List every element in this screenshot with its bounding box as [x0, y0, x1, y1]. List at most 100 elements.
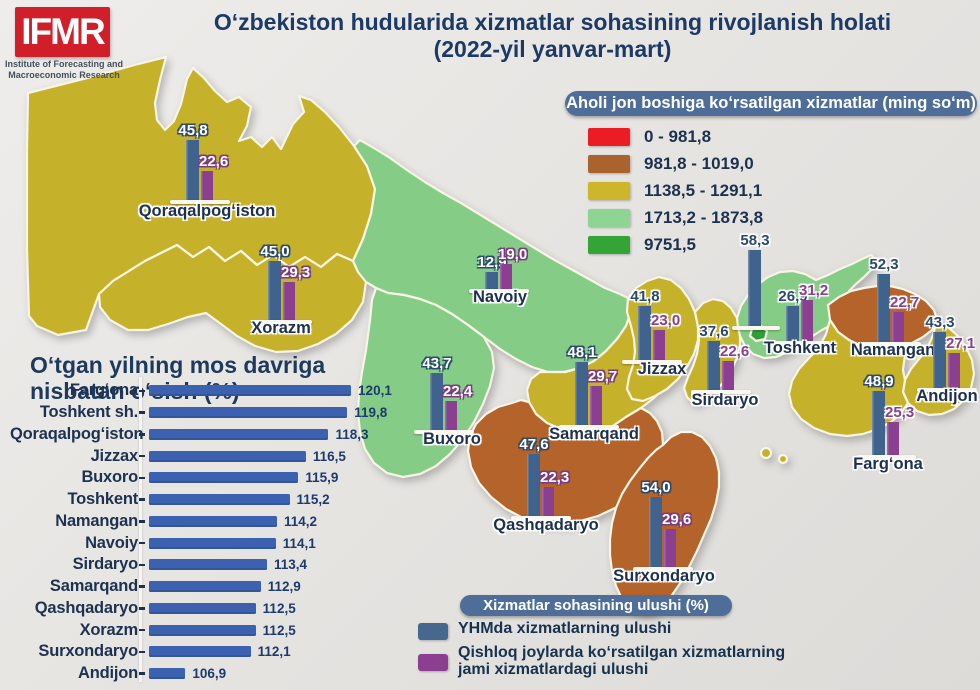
- chart-row-label: Buxoro: [81, 468, 138, 487]
- chart-row-bar: [149, 624, 256, 636]
- map-bar-yhm-toshkent-sh: [748, 250, 761, 326]
- legend-swatch-bin-lightgreen: [588, 208, 630, 227]
- map-region-label-qashqadaryo: Qashqadaryo: [493, 516, 599, 534]
- map-value-qishloq-qashqadaryo: 22,3: [540, 469, 570, 486]
- map-bar-qishloq-xorazm: [283, 282, 295, 320]
- map-value-yhm-toshkent-sh: 58,3: [740, 232, 770, 249]
- chart-row-label: Namangan: [55, 511, 138, 530]
- chart-row-label: Xorazm: [79, 620, 139, 639]
- map-value-yhm-andijon: 43,3: [925, 314, 955, 331]
- map-region-label-sirdaryo: Sirdaryo: [691, 391, 759, 409]
- chart-row-value: 115,9: [305, 470, 339, 486]
- chart-row-bar: [149, 494, 290, 506]
- map-bar-yhm-andijon: [933, 332, 946, 388]
- growth-chart-title-line1: Oʻtgan yilning mos davriga: [30, 352, 326, 378]
- map-bar-qishloq-namangan: [892, 312, 904, 342]
- map-region-label-samarqand: Samarqand: [549, 425, 639, 443]
- map-value-qishloq-xorazm: 29,3: [281, 264, 311, 281]
- map-bar-qishloq-samarqand: [590, 386, 602, 425]
- chart-row-tick: [139, 498, 145, 501]
- chart-row: Fargʻona 120,1: [10, 380, 392, 402]
- chart-row: Samarqand 112,9: [10, 576, 392, 598]
- map-bar-baseline-jizzax: [622, 360, 682, 364]
- map-bar-baseline-qashqadaryo: [511, 516, 571, 520]
- map-bar-qishloq-qashqadaryo: [542, 487, 554, 516]
- chart-row-tick: [139, 411, 145, 414]
- map-bar-qishloq-fargona: [887, 422, 899, 455]
- map-bar-baseline-toshkent: [770, 341, 830, 345]
- legend-label-bin-brown: 981,8 - 1019,0: [644, 154, 754, 174]
- map-region-label-jizzax: Jizzax: [637, 360, 687, 378]
- region-shape-buxoro: [356, 286, 496, 479]
- chart-row-bar: [149, 668, 186, 680]
- map-value-yhm-surxondaryo: 54,0: [641, 479, 671, 496]
- chart-row-bar: [149, 385, 352, 397]
- chart-row-tick: [139, 650, 145, 654]
- qishloq-series-label: Qishloq joylarda koʻrsatilgan xizmatlarn…: [458, 644, 786, 678]
- map-bar-yhm-sirdaryo: [707, 341, 720, 390]
- map-value-qishloq-samarqand: 29,7: [588, 368, 618, 385]
- map-value-qishloq-surxondaryo: 29,6: [662, 511, 692, 528]
- chart-row-value: 106,9: [192, 666, 227, 682]
- legend-swatch-bin-brown: [588, 155, 630, 174]
- chart-row-value: 115,2: [296, 492, 330, 508]
- chart-row-bar: [149, 559, 267, 571]
- chart-row-tick: [139, 563, 145, 567]
- chart-row-label: Andijon: [78, 664, 138, 683]
- map-legend-item: 1713,2 - 1873,8: [588, 204, 763, 231]
- chart-row-value: 113,4: [273, 557, 308, 573]
- chart-row-label: Samarqand: [49, 577, 138, 596]
- chart-row: Xorazm 112,5: [10, 619, 392, 641]
- page-title: Oʻzbekiston hudularida xizmatlar sohasin…: [130, 9, 975, 63]
- legend-label-bin-lightgreen: 1713,2 - 1873,8: [644, 207, 764, 227]
- map-region-label-navoiy: Navoiy: [472, 288, 528, 306]
- series-legend-title: Xizmatlar sohasining ulushi (%): [460, 595, 732, 616]
- chart-row-bar: [149, 646, 251, 658]
- chart-row-value: 118,3: [335, 426, 369, 442]
- map-region-label-surxondaryo: Surxondaryo: [613, 567, 715, 585]
- chart-row: Qoraqalpogʻiston 118,3: [10, 424, 392, 446]
- chart-row-label: Sirdaryo: [72, 555, 139, 574]
- chart-row-label: Qashqadaryo: [34, 598, 138, 617]
- map-value-yhm-fargona: 48,9: [864, 373, 894, 390]
- chart-row: Surxondaryo 112,1: [10, 641, 392, 663]
- ifmr-logo-tagline: Institute of Forecasting and Macroeconom…: [4, 59, 123, 81]
- chart-row-tick: [139, 433, 145, 436]
- chart-row-tick: [139, 389, 145, 393]
- chart-row-label: Toshkent: [67, 490, 138, 509]
- chart-row-tick: [139, 585, 145, 588]
- map-legend-title: Aholi jon boshiga koʻrsatilgan xizmatlar…: [565, 91, 977, 116]
- growth-chart: Fargʻona 120,1 Toshkent sh. 119,8 Qoraqalpog…: [10, 380, 392, 685]
- map-value-qishloq-andijon: 27,1: [946, 335, 976, 352]
- chart-row-bar: [149, 602, 256, 614]
- map-bar-baseline-andijon: [917, 388, 977, 392]
- map-value-qishloq-namangan: 22,7: [890, 294, 920, 311]
- yhm-series-label: YHMda xizmatlarning ulushi: [458, 620, 672, 637]
- map-bar-qishloq-sirdaryo: [722, 361, 734, 390]
- map-value-qishloq-sirdaryo: 22,6: [720, 343, 750, 360]
- map-bar-qishloq-andijon: [948, 353, 960, 388]
- legend-swatch-bin-red: [588, 128, 630, 147]
- map-value-qishloq-fargona: 25,3: [885, 404, 915, 421]
- map-legend-items: 0 - 981,8 981,8 - 1019,0 1138,5 - 1291,1 17…: [588, 124, 763, 258]
- map-legend-item: 981,8 - 1019,0: [588, 151, 763, 178]
- map-bar-baseline-sirdaryo: [691, 390, 751, 394]
- growth-chart-title: Oʻtgan yilning mos davriga nisbatan oʻsi…: [30, 352, 360, 405]
- chart-row-label: Fargʻona: [69, 381, 138, 400]
- region-shape-island-1: [759, 446, 773, 460]
- chart-row-tick: [139, 520, 145, 523]
- map-bar-qishloq-buxoro: [445, 401, 457, 430]
- map-value-qishloq-qoraqalpogiston: 22,6: [199, 153, 229, 170]
- chart-row-bar: [149, 581, 261, 593]
- chart-row-value: 112,5: [262, 622, 296, 638]
- map-bar-yhm-buxoro: [430, 373, 443, 430]
- map-value-yhm-qoraqalpogiston: 45,8: [178, 122, 208, 139]
- legend-swatch-bin-yellow: [588, 181, 630, 200]
- map-region-label-qoraqalpogiston: Qoraqalpogʻiston: [138, 202, 276, 220]
- map-value-yhm-buxoro: 43,7: [422, 355, 452, 372]
- map-bar-yhm-fargona: [872, 391, 885, 455]
- map-bar-baseline-qoraqalpogiston: [170, 200, 230, 204]
- map-bar-qishloq-jizzax: [653, 330, 665, 360]
- map-bar-yhm-qoraqalpogiston: [186, 140, 199, 200]
